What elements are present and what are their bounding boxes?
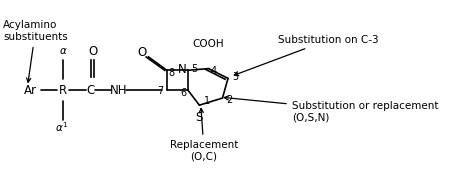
Text: $\alpha$: $\alpha$ bbox=[59, 46, 67, 56]
Text: R: R bbox=[59, 84, 67, 96]
Text: NH: NH bbox=[110, 84, 127, 96]
Text: COOH: COOH bbox=[193, 39, 224, 50]
Text: O: O bbox=[137, 46, 146, 59]
Text: 3: 3 bbox=[233, 73, 239, 82]
Text: O: O bbox=[88, 45, 97, 58]
Text: 5: 5 bbox=[191, 64, 198, 74]
Text: Acylamino
substituents: Acylamino substituents bbox=[3, 20, 68, 82]
Text: 6: 6 bbox=[181, 88, 187, 98]
Text: C: C bbox=[87, 84, 95, 96]
Text: N: N bbox=[178, 63, 186, 76]
Text: Substitution or replacement
(O,S,N): Substitution or replacement (O,S,N) bbox=[224, 96, 438, 122]
Text: 1: 1 bbox=[204, 96, 210, 106]
Text: Ar: Ar bbox=[24, 84, 37, 96]
Text: S: S bbox=[196, 111, 203, 123]
Text: 4: 4 bbox=[211, 66, 217, 76]
Text: 7: 7 bbox=[157, 86, 164, 96]
Text: $\alpha^1$: $\alpha^1$ bbox=[55, 121, 68, 134]
Text: 2: 2 bbox=[226, 95, 232, 105]
Text: 8: 8 bbox=[168, 68, 174, 78]
Text: Replacement
(O,C): Replacement (O,C) bbox=[170, 109, 238, 161]
Text: Substitution on C-3: Substitution on C-3 bbox=[234, 35, 379, 76]
